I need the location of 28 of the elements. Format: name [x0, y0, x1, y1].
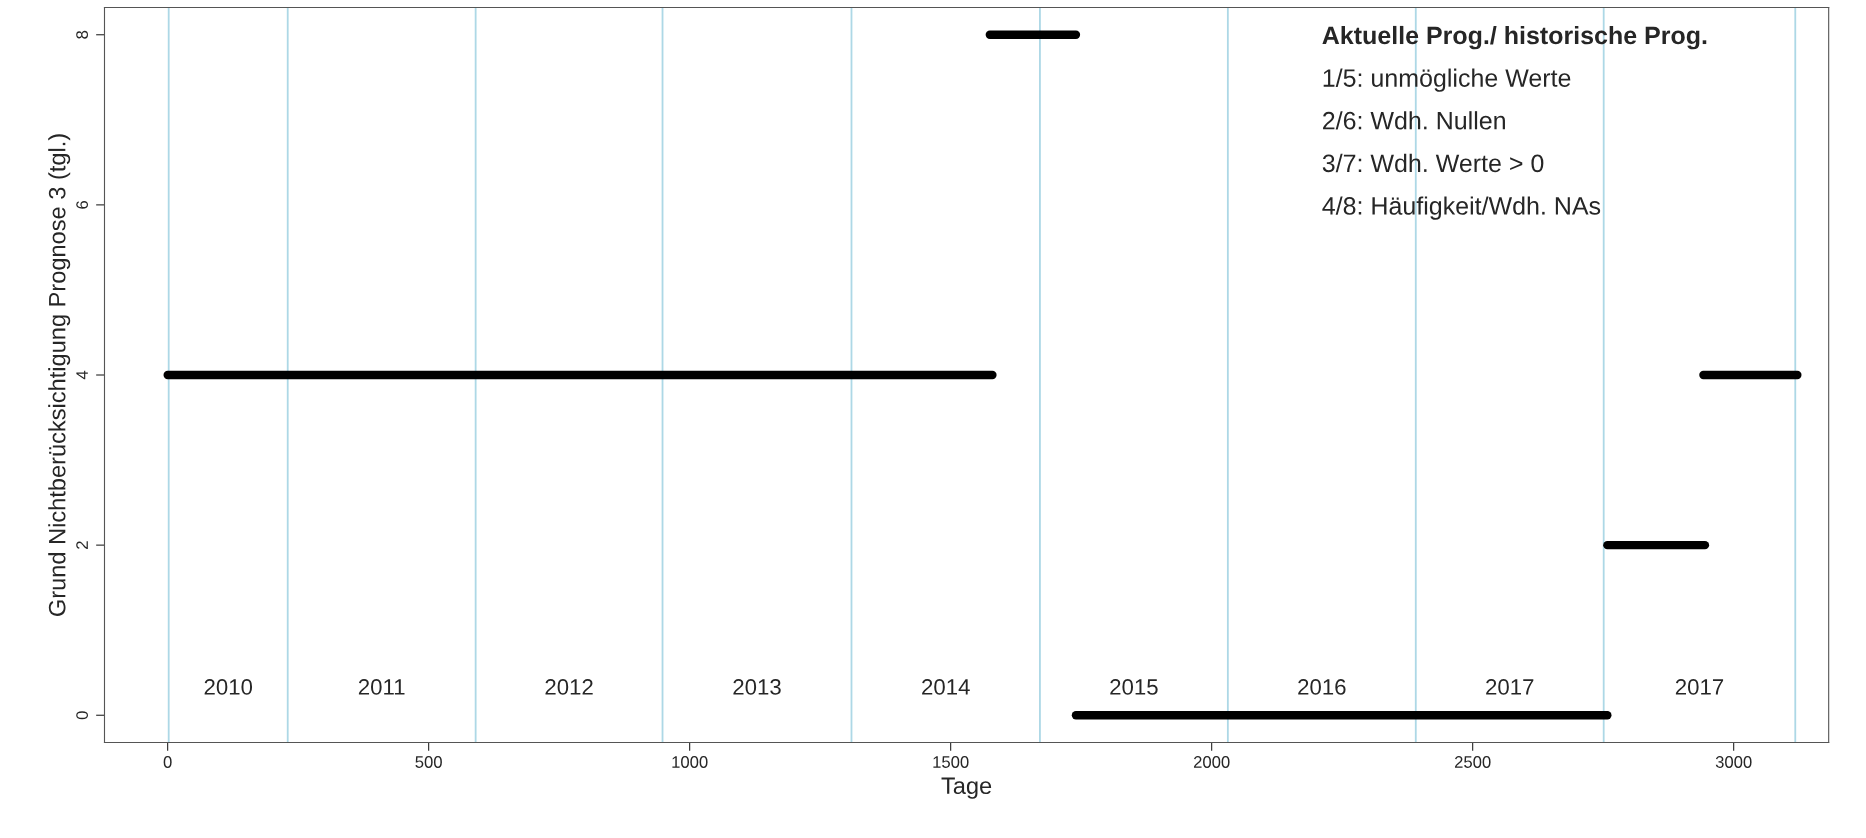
annotation: 2/6: Wdh. Nullen: [1323, 111, 1505, 130]
annotation: 3/7: Wdh. Werte > 0: [1322, 153, 1544, 173]
annotation: 2013: [733, 679, 781, 695]
x-tick-label: 3000: [1715, 756, 1752, 768]
y-axis-title: Grund Nichtberücksichtigung Prognose 3 (tgl.): [48, 134, 71, 616]
x-tick-label: 0: [163, 756, 172, 768]
annotation: 2016: [1298, 679, 1346, 695]
y-tick-label: 6: [76, 200, 89, 209]
x-tick-label: 2000: [1193, 756, 1230, 768]
y-tick-label: 0: [76, 711, 89, 720]
x-axis-title: Tage: [941, 777, 992, 799]
annotation: 2014: [922, 679, 970, 695]
annotation: 2017: [1675, 679, 1724, 695]
annotation: 2011: [358, 679, 405, 695]
annotation: 2015: [1110, 679, 1158, 695]
x-tick-label: 1000: [672, 756, 708, 768]
y-tick-label: 8: [76, 30, 89, 39]
x-tick-label: 1500: [933, 756, 969, 768]
annotation: 2017: [1486, 679, 1534, 695]
y-tick-label: 4: [76, 370, 88, 380]
x-tick-label: 2500: [1454, 756, 1491, 768]
annotation: 2012: [545, 679, 593, 695]
x-tick-label: 500: [415, 756, 442, 768]
annotation: 1/5: unmögliche Werte: [1323, 68, 1571, 92]
y-tick-label: 2: [76, 541, 88, 549]
annotation: Aktuelle Prog./ historische Prog.: [1322, 25, 1707, 50]
annotation: 2010: [204, 679, 253, 695]
annotation: 4/8: Häufigkeit/Wdh. NAs: [1322, 196, 1601, 220]
